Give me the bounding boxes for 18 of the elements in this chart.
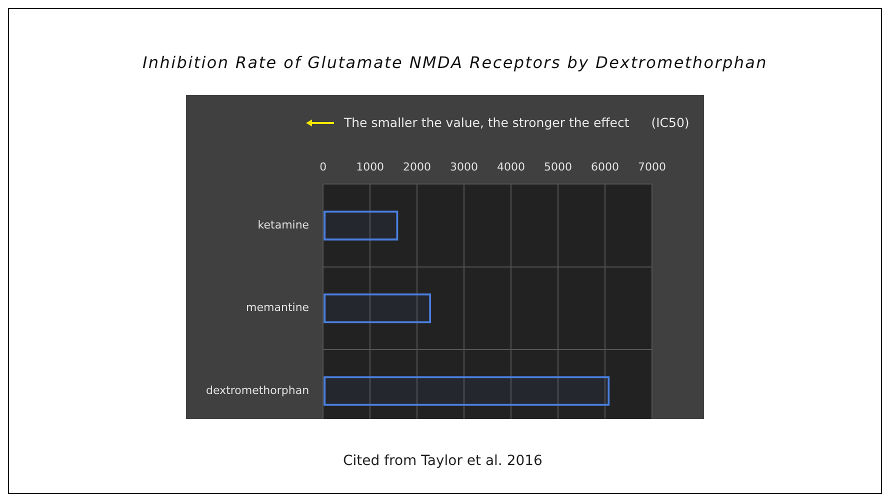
y-tick-label: dextromethorphan <box>206 384 310 397</box>
bar <box>324 293 432 324</box>
text: The smaller the value, the stronger the effect <box>344 115 630 130</box>
x-tick-label: 7000 <box>638 160 666 174</box>
x-tick-label: 6000 <box>591 160 620 174</box>
y-tick-label: memantine <box>246 301 310 314</box>
y-tick-label: ketamine <box>258 218 310 232</box>
chart-title: Inhibition Rate of Glutamate NMDA Receptors by Dextromethorphan <box>141 53 769 72</box>
x-axis-title: (IC50) <box>651 115 690 130</box>
bar <box>324 210 398 240</box>
text: Cited from Taylor et al. 2016 <box>343 453 542 469</box>
x-tick-label: 2000 <box>403 160 432 174</box>
x-tick-label: 4000 <box>497 160 526 174</box>
x-tick-label: 3000 <box>450 160 478 174</box>
x-tick-label: 0 <box>320 160 327 174</box>
x-tick-label: 5000 <box>544 160 572 174</box>
x-tick-label: 1000 <box>356 160 384 174</box>
bar <box>324 376 610 406</box>
